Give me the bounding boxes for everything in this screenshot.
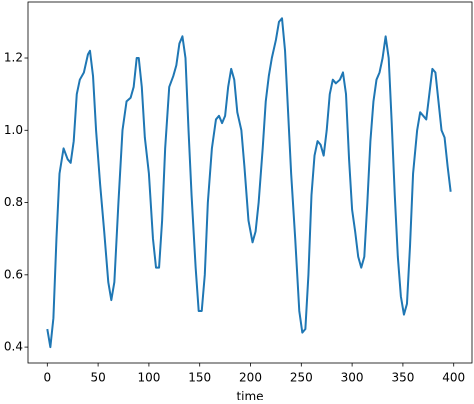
x-axis-label: time [236,390,263,401]
y-tick-label: 0.8 [4,195,23,209]
x-tick-label: 100 [137,371,160,385]
x-tick-label: 400 [442,371,465,385]
x-tick-label: 250 [290,371,313,385]
y-tick-label: 0.4 [4,340,23,354]
data-line [46,17,452,349]
y-tick-label: 1.0 [4,123,23,137]
x-tick-label: 300 [341,371,364,385]
x-tick-label: 0 [43,371,51,385]
y-tick-label: 0.6 [4,267,23,281]
x-tick-label: 200 [239,371,262,385]
y-tick-label: 1.2 [4,51,23,65]
x-tick-label: 50 [90,371,105,385]
x-tick-label: 350 [391,371,414,385]
plot-frame [27,1,473,364]
x-tick-label: 150 [188,371,211,385]
